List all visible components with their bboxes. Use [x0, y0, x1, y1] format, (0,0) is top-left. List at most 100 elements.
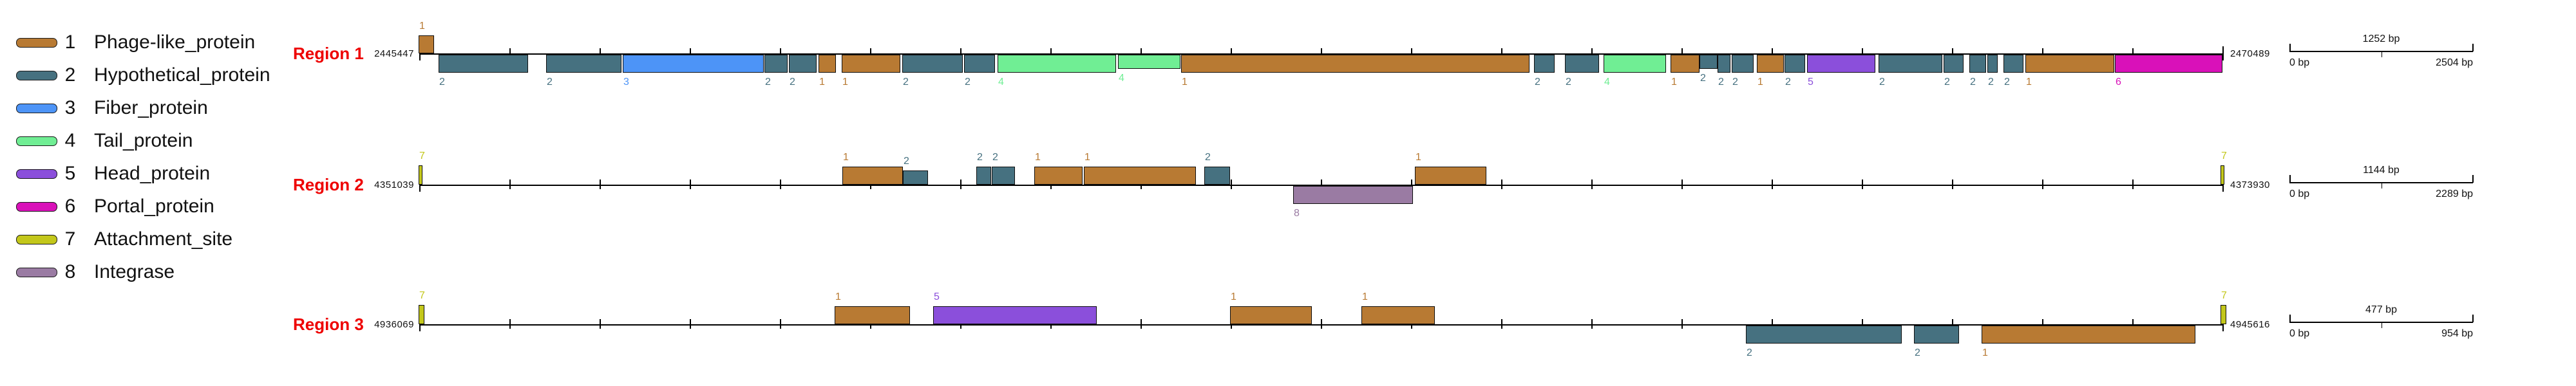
gene-box[interactable] — [1118, 55, 1180, 69]
legend-item-label: Head_protein — [94, 163, 211, 184]
gene-box[interactable] — [2003, 55, 2023, 73]
gene-box[interactable] — [2115, 55, 2222, 73]
gene-box[interactable] — [1746, 326, 1902, 344]
gene-box[interactable] — [1969, 55, 1986, 73]
gene-box[interactable] — [1361, 306, 1435, 324]
gene-box[interactable] — [1604, 55, 1666, 73]
attachment-site-marker[interactable] — [419, 165, 422, 185]
region-start-coordinate: 2445447 — [374, 48, 414, 59]
gene-box[interactable] — [835, 306, 910, 324]
gene-box[interactable] — [992, 167, 1015, 185]
gene-box[interactable] — [1415, 167, 1486, 185]
gene-box[interactable] — [1034, 167, 1083, 185]
ruler-tick — [1501, 319, 1502, 329]
gene-number-label: 2 — [1970, 77, 1976, 87]
gene-number-label: 2 — [1732, 77, 1738, 87]
gene-number-label: 7 — [419, 290, 425, 301]
gene-box[interactable] — [903, 170, 928, 185]
scale-bar-right-tick — [2472, 44, 2474, 51]
gene-box[interactable] — [1671, 55, 1700, 73]
gene-number-label: 2 — [2004, 77, 2010, 87]
gene-box[interactable] — [1204, 167, 1230, 185]
legend-item-label: Attachment_site — [94, 228, 233, 250]
legend-item-number: 1 — [64, 32, 76, 53]
gene-box[interactable] — [976, 167, 991, 185]
attachment-site-marker[interactable] — [2221, 305, 2226, 324]
gene-box[interactable] — [1944, 55, 1964, 73]
gene-number-label: 1 — [1084, 152, 1090, 163]
gene-box[interactable] — [819, 55, 836, 73]
ruler-tick — [1141, 48, 1142, 58]
attachment-site-marker[interactable] — [419, 305, 424, 324]
gene-number-label: 7 — [419, 151, 425, 161]
legend-item-number: 6 — [64, 196, 76, 217]
gene-box[interactable] — [546, 55, 621, 73]
ruler-tick — [1952, 319, 1953, 329]
gene-box[interactable] — [1534, 55, 1555, 73]
legend-color-swatch — [16, 169, 57, 179]
gene-number-label: 4 — [1604, 77, 1610, 87]
boundary-tick — [419, 317, 421, 331]
gene-box[interactable] — [439, 55, 528, 73]
gene-box[interactable] — [1785, 55, 1805, 73]
scale-bar-line — [2289, 322, 2473, 323]
attachment-site-marker[interactable] — [2221, 165, 2224, 185]
region-start-coordinate: 4936069 — [374, 319, 414, 330]
gene-number-label: 5 — [934, 291, 940, 302]
gene-box[interactable] — [1084, 167, 1196, 185]
gene-box[interactable] — [1982, 326, 2195, 344]
scale-bar-right-tick — [2472, 175, 2474, 183]
gene-box[interactable] — [1718, 55, 1730, 73]
gene-number-label: 1 — [1982, 347, 1988, 358]
scale-bar-start-label: 0 bp — [2289, 57, 2310, 68]
ruler-tick — [690, 179, 691, 189]
ruler-tick — [1141, 319, 1142, 329]
gene-box[interactable] — [1293, 186, 1413, 204]
gene-number-label: 2 — [439, 77, 445, 87]
gene-box[interactable] — [1732, 55, 1754, 73]
gene-box[interactable] — [789, 55, 817, 73]
gene-box[interactable] — [842, 55, 900, 73]
gene-number-label: 2 — [1785, 77, 1791, 87]
gene-box[interactable] — [998, 55, 1116, 73]
ruler-tick — [690, 48, 691, 58]
gene-box[interactable] — [902, 55, 963, 73]
legend-item-label: Hypothetical_protein — [94, 64, 270, 86]
gene-number-label: 2 — [547, 77, 553, 87]
ruler-tick — [2042, 179, 2043, 189]
gene-number-label: 2 — [965, 77, 971, 87]
gene-box[interactable] — [933, 306, 1097, 324]
gene-number-label: 1 — [419, 21, 425, 32]
ruler-tick — [2042, 319, 2043, 329]
gene-number-label: 2 — [1747, 347, 1752, 358]
gene-box[interactable] — [2025, 55, 2114, 73]
gene-box[interactable] — [842, 167, 903, 185]
gene-number-label: 1 — [1671, 77, 1677, 87]
scale-bar-left-tick — [2289, 44, 2291, 51]
ruler-tick — [1772, 179, 1773, 189]
gene-box[interactable] — [1230, 306, 1312, 324]
region-end-coordinate: 4945616 — [2230, 319, 2270, 330]
ruler-tick — [1952, 179, 1953, 189]
gene-box[interactable] — [1700, 55, 1718, 69]
ruler-tick — [1591, 319, 1593, 329]
scale-bar-mid-tick — [2381, 183, 2382, 188]
gene-box[interactable] — [1879, 55, 1942, 73]
ruler-tick — [1050, 48, 1052, 58]
gene-box[interactable] — [1757, 55, 1784, 73]
ruler-tick — [2132, 179, 2134, 189]
gene-box[interactable] — [1807, 55, 1875, 73]
gene-number-label: 2 — [765, 77, 771, 87]
gene-box[interactable] — [1987, 55, 1998, 73]
gene-box[interactable] — [419, 35, 434, 53]
gene-box[interactable] — [1565, 55, 1599, 73]
legend-color-swatch — [16, 202, 57, 212]
scale-bar-line — [2289, 182, 2473, 183]
gene-box[interactable] — [764, 55, 788, 73]
gene-box[interactable] — [964, 55, 995, 73]
gene-number-label: 4 — [1119, 73, 1124, 84]
gene-box[interactable] — [1181, 55, 1530, 73]
gene-box[interactable] — [623, 55, 764, 73]
gene-box[interactable] — [1914, 326, 1959, 344]
